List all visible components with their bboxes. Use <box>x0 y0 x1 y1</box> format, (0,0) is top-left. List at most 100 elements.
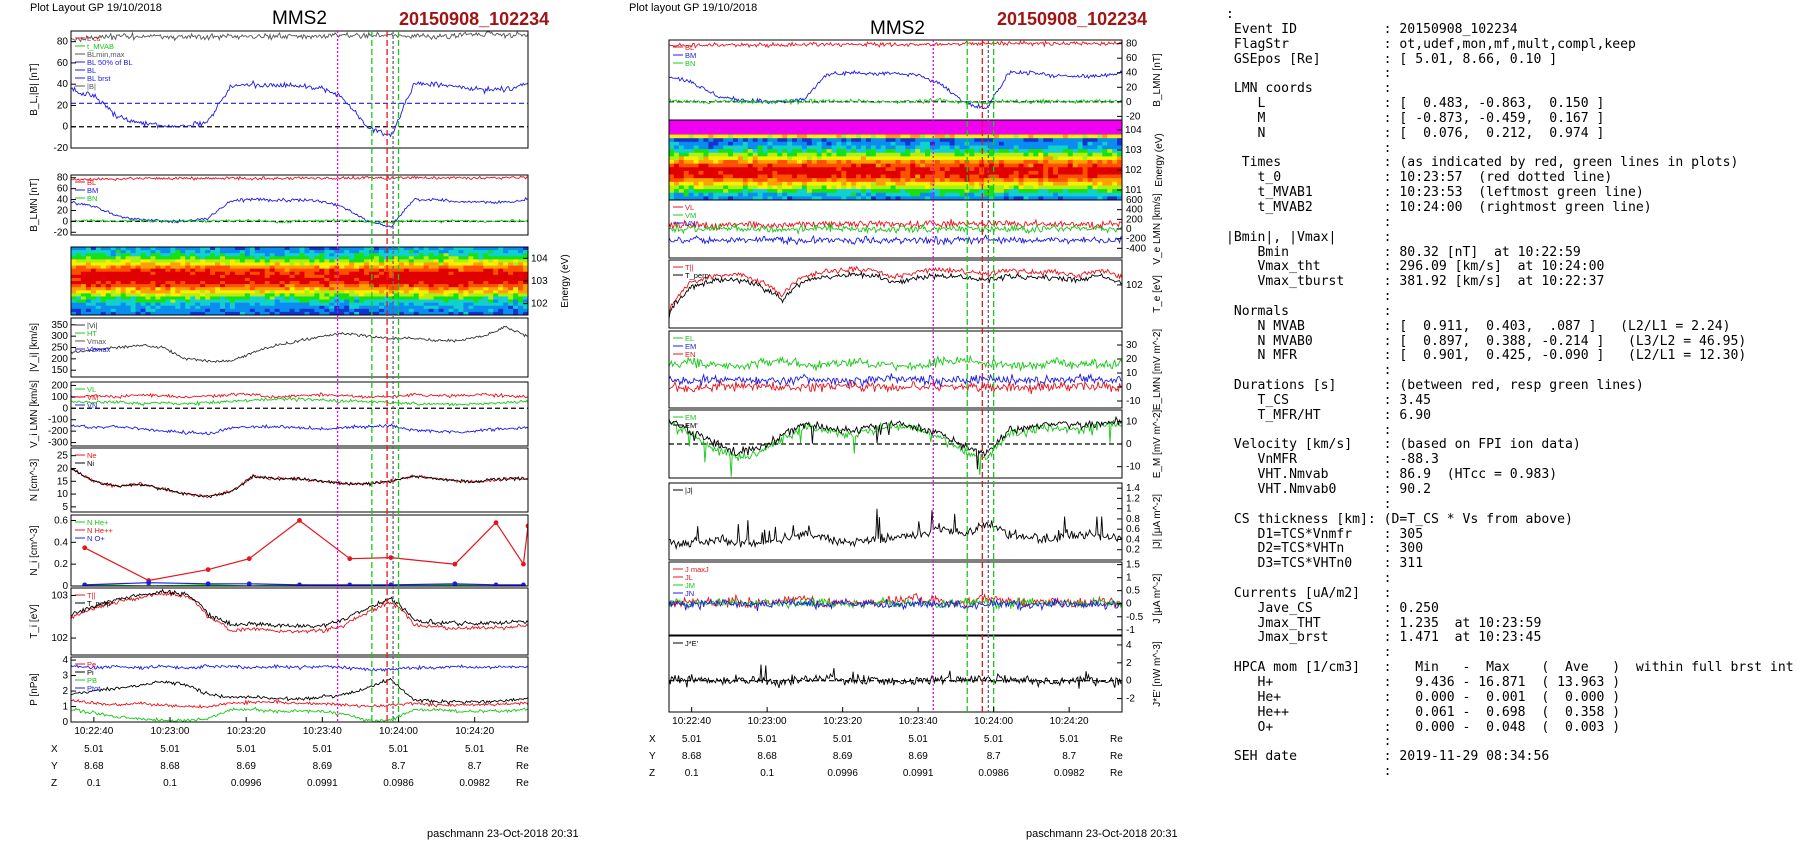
spectrogram-cell <box>698 170 704 175</box>
spectrogram-cell <box>120 308 127 313</box>
spectrogram-cell <box>244 253 251 257</box>
spectrogram-cell <box>816 196 823 201</box>
spectrogram-cell <box>210 256 216 260</box>
spectrogram-cell <box>180 293 186 297</box>
spectrogram-cell <box>673 149 680 154</box>
spectrogram-cell <box>369 305 375 310</box>
spectrogram-cell <box>762 185 768 190</box>
spectrogram-cell <box>703 120 709 125</box>
spectrogram-cell <box>1038 174 1044 179</box>
spectrogram-cell <box>998 196 1005 201</box>
spectrogram-cell <box>71 265 77 270</box>
spectrogram-cell <box>170 287 176 291</box>
spectrogram-cell <box>934 178 941 183</box>
y-tick-label: 0.2 <box>1126 545 1140 556</box>
x-tick-label: 10:23:20 <box>227 726 266 737</box>
spectrogram-cell <box>797 134 803 139</box>
spectrogram-cell <box>1028 134 1034 139</box>
spectrogram-cell <box>915 178 921 183</box>
spectrogram-cell <box>1053 170 1059 175</box>
spectrogram-cell <box>413 271 420 276</box>
spectrogram-cell <box>1018 167 1024 172</box>
spectrogram-cell <box>831 152 837 157</box>
spectrogram-cell <box>329 250 335 254</box>
spectrogram-cell <box>1053 163 1059 168</box>
spectrogram-cell <box>160 296 166 300</box>
spectrogram-cell <box>861 156 867 161</box>
spectrogram-cell <box>463 293 469 297</box>
spectrogram-cell <box>688 160 695 165</box>
spectrogram-cell <box>900 192 906 197</box>
spectrogram-cell <box>959 127 965 132</box>
spectrogram-cell <box>279 293 285 297</box>
spectrogram-cell <box>910 127 916 132</box>
position-value: 5.01 <box>682 734 702 745</box>
spectrogram-cell <box>304 262 310 266</box>
spectrogram-cell <box>334 299 340 304</box>
spectrogram-cell <box>468 308 474 313</box>
spectrogram-cell <box>900 163 906 168</box>
spectrogram-cell <box>1018 141 1024 146</box>
spectrogram-cell <box>1057 127 1064 132</box>
y-tick-label: 2 <box>1126 658 1132 669</box>
spectrogram-cell <box>443 253 449 257</box>
panel-traces <box>669 664 1122 689</box>
spectrogram-cell <box>160 277 166 282</box>
spectrogram-cell <box>324 311 330 316</box>
spectrogram-cell <box>910 192 916 197</box>
spectrogram-cell <box>856 185 862 190</box>
spectrogram-cell <box>374 259 380 263</box>
spectrogram-cell <box>1077 160 1084 165</box>
spectrogram-cell <box>856 189 862 194</box>
spectrogram-cell <box>885 123 891 128</box>
spectrogram-cell <box>224 262 231 266</box>
spectrogram-cell <box>683 120 690 125</box>
spectrogram-cell <box>463 305 469 310</box>
spectrogram-cell <box>826 170 832 175</box>
spectrogram-cell <box>478 308 484 313</box>
spectrogram-cell <box>1038 120 1044 125</box>
spectrogram-cell <box>80 271 87 276</box>
spectrogram-cell <box>75 305 82 310</box>
series-line-jm <box>669 595 1122 611</box>
spectrogram-cell <box>900 185 906 190</box>
spectrogram-cell <box>1077 138 1084 143</box>
spectrogram-cell <box>772 170 778 175</box>
spectrogram-cell <box>254 281 261 285</box>
spectrogram-cell <box>895 178 901 183</box>
spectrogram-cell <box>71 262 77 266</box>
spectrogram-cell <box>140 302 146 307</box>
spectrogram-cell <box>314 293 320 297</box>
spectrogram-cell <box>747 152 754 157</box>
spectrogram-cell <box>319 293 325 297</box>
spectrogram-cell <box>683 149 690 154</box>
spectrogram-cell <box>875 192 882 197</box>
spectrogram-cell <box>811 120 818 125</box>
spectrogram-cell <box>1028 189 1034 194</box>
spectrogram-cell <box>503 262 509 266</box>
spectrogram-cell <box>890 160 896 165</box>
spectrogram-cell <box>949 163 955 168</box>
spectrogram-cell <box>1057 141 1064 146</box>
spectrogram-cell <box>289 284 295 288</box>
spectrogram-cell <box>413 262 420 266</box>
spectrogram-cell <box>175 274 181 279</box>
spectrogram-cell <box>274 265 281 270</box>
spectrogram-cell <box>1082 185 1088 190</box>
spectrogram-cell <box>324 302 330 307</box>
spectrogram-cell <box>403 284 410 288</box>
spectrogram-cell <box>339 268 345 273</box>
spectrogram-cell <box>752 123 759 128</box>
spectrogram-cell <box>920 167 926 172</box>
spectrogram-cell <box>224 296 231 300</box>
spectrogram-cell <box>408 268 415 273</box>
spectrogram-cell <box>339 274 345 279</box>
spectrogram-cell <box>925 196 931 201</box>
spectrogram-cell <box>1038 138 1044 143</box>
spectrogram-cell <box>314 262 320 266</box>
spectrogram-cell <box>1087 189 1093 194</box>
spectrogram-cell <box>299 305 305 310</box>
spectrogram-cell <box>1023 120 1029 125</box>
